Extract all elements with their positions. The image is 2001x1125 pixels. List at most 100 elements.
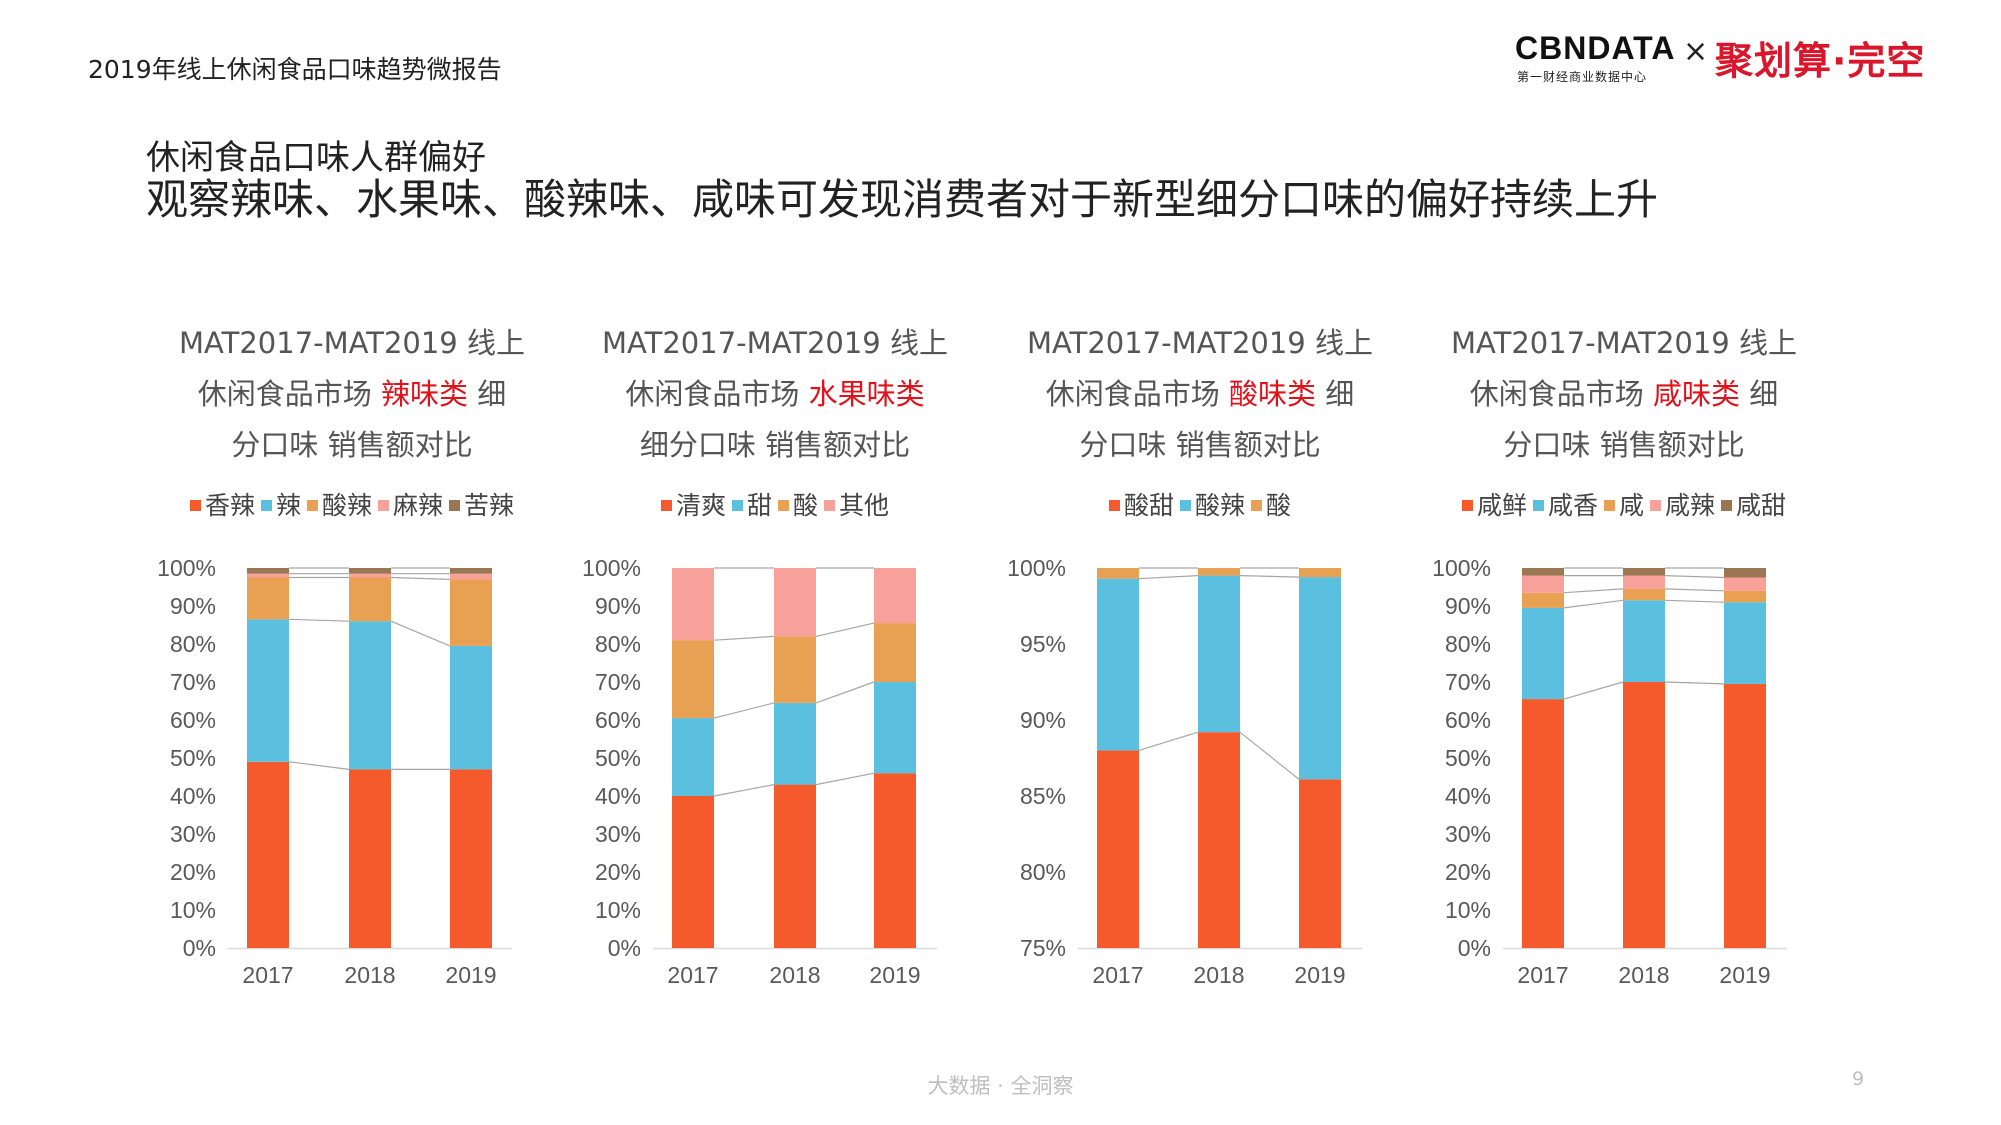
bar-segment bbox=[774, 636, 816, 703]
legend-label: 麻辣 bbox=[393, 491, 444, 520]
chart-3-plot: 75% 80% 85% 90% 95% 100% 2017 2018 2019 bbox=[1007, 555, 1362, 988]
legend-swatch bbox=[1650, 499, 1661, 511]
y-tick-label: 20% bbox=[595, 859, 641, 885]
series-connector-line bbox=[1664, 599, 1725, 603]
legend-label: 酸辣 bbox=[321, 491, 372, 520]
bar-segment bbox=[1522, 568, 1564, 576]
bar-segment bbox=[349, 769, 391, 948]
y-tick-label: 70% bbox=[170, 669, 216, 695]
legend-label: 香辣 bbox=[204, 491, 255, 520]
series-connector-line bbox=[1563, 599, 1624, 609]
bar-segment bbox=[349, 568, 391, 574]
legend-item: 酸 bbox=[778, 486, 818, 522]
legend-swatch bbox=[260, 499, 272, 511]
series-connector-line bbox=[1138, 731, 1199, 751]
legend-label: 酸 bbox=[1266, 491, 1292, 520]
y-tick-label: 10% bbox=[595, 897, 641, 923]
cbndata-logo: CBNDATA bbox=[1515, 30, 1676, 66]
y-tick-label: 100% bbox=[1432, 555, 1491, 581]
bar-segment bbox=[450, 579, 492, 646]
y-tick-label: 60% bbox=[1445, 707, 1491, 733]
legend-label: 酸 bbox=[793, 491, 819, 520]
partner-logo: 聚划算·完空 bbox=[1715, 39, 1926, 83]
bar-segment bbox=[1299, 568, 1341, 578]
bar-segment bbox=[1724, 602, 1766, 684]
chart-title-highlight: 水果味类 bbox=[808, 377, 925, 411]
bar-segment bbox=[1097, 750, 1139, 948]
legend-item: 辣 bbox=[260, 486, 301, 522]
series-connector-line bbox=[390, 620, 451, 647]
bar-segment bbox=[1623, 568, 1665, 576]
x-tick-label: 2018 bbox=[344, 962, 395, 988]
legend-swatch bbox=[731, 499, 743, 511]
bar-segment bbox=[1623, 600, 1665, 682]
series-connector-line bbox=[713, 702, 775, 719]
bar-segment bbox=[1198, 732, 1240, 948]
bar-segment bbox=[1097, 568, 1139, 579]
y-tick-label: 100% bbox=[582, 555, 641, 581]
bar-segment bbox=[874, 568, 916, 624]
chart-title-line-1: MAT2017-MAT2019 线上 bbox=[179, 326, 525, 360]
y-tick-label: 20% bbox=[170, 859, 216, 885]
chart-2-plot: 0% 10% 20% 30% 40% 50% 60% 70% 80% 90% 100% 2017 201… bbox=[582, 555, 937, 988]
report-title: 2019年线上休闲食品口味趋势微报告 bbox=[88, 55, 502, 84]
y-tick-label: 90% bbox=[595, 593, 641, 619]
bar-segment bbox=[1724, 683, 1766, 948]
x-tick-label: 2019 bbox=[869, 962, 920, 988]
x-tick-label: 2019 bbox=[445, 962, 496, 988]
chart-4-title: MAT2017-MAT2019 线上 休闲食品市场 咸味类 细 分口味 销售额对… bbox=[1434, 318, 1814, 471]
y-tick-label: 100% bbox=[157, 555, 216, 581]
chart-1-plot: 0% 10% 20% 30% 40% 50% 60% 70% 80% 90% 100% 2017 201… bbox=[157, 555, 512, 988]
y-tick-label: 0% bbox=[183, 935, 216, 961]
headline: 观察辣味、水果味、酸辣味、咸味可发现消费者对于新型细分口味的偏好持续上升 bbox=[146, 175, 1659, 224]
y-tick-label: 30% bbox=[170, 821, 216, 847]
bar-segment bbox=[1623, 588, 1665, 601]
legend-swatch bbox=[1179, 499, 1191, 511]
series-connector-line bbox=[1664, 575, 1725, 579]
legend-swatch bbox=[1461, 499, 1473, 511]
section-title: 休闲食品口味人群偏好 bbox=[146, 138, 486, 178]
chart-4-legend: 咸鲜 咸香咸咸辣 咸甜 bbox=[1414, 486, 1834, 522]
series-connector-line bbox=[1239, 575, 1300, 578]
bar-segment bbox=[1522, 575, 1564, 593]
series-connector-line bbox=[1563, 588, 1624, 594]
y-tick-label: 60% bbox=[595, 707, 641, 733]
y-tick-label: 95% bbox=[1020, 631, 1066, 657]
bar-segment bbox=[450, 568, 492, 574]
bar-segment bbox=[247, 573, 289, 578]
bar-segment bbox=[1299, 577, 1341, 780]
legend-label: 酸辣 bbox=[1194, 491, 1245, 520]
legend-label: 咸甜 bbox=[1736, 491, 1787, 520]
legend-swatch bbox=[306, 499, 318, 511]
legend-item: 酸辣 bbox=[1179, 486, 1245, 522]
bar-segment bbox=[450, 573, 492, 580]
y-tick-label: 50% bbox=[595, 745, 641, 771]
y-tick-label: 85% bbox=[1020, 783, 1066, 809]
chart-1-title: MAT2017-MAT2019 线上 休闲食品市场 辣味类 细 分口味 销售额对… bbox=[162, 318, 542, 471]
bar-segment bbox=[1724, 568, 1766, 578]
y-tick-label: 100% bbox=[1007, 555, 1066, 581]
y-tick-label: 10% bbox=[170, 897, 216, 923]
legend-label: 辣 bbox=[275, 491, 301, 520]
series-connector-line bbox=[713, 784, 775, 797]
series-connector-line bbox=[815, 772, 875, 786]
bar-segment bbox=[774, 568, 816, 637]
x-tick-label: 2018 bbox=[1193, 962, 1244, 988]
brand-separator: × bbox=[1683, 34, 1709, 69]
legend-item: 甜 bbox=[731, 486, 772, 522]
chart-3-legend: 酸甜 酸辣酸 bbox=[990, 486, 1410, 522]
chart-title-line-2: 休闲食品市场 辣味类 细 bbox=[197, 377, 507, 411]
y-tick-label: 40% bbox=[170, 783, 216, 809]
series-connector-line bbox=[815, 622, 875, 637]
y-tick-label: 0% bbox=[608, 935, 641, 961]
legend-item: 咸辣 bbox=[1650, 486, 1715, 522]
chart-title-line-3: 分口味 销售额对比 bbox=[1079, 428, 1321, 462]
legend-item: 清爽 bbox=[660, 486, 726, 522]
legend-item: 咸鲜 bbox=[1461, 486, 1527, 522]
legend-label: 清爽 bbox=[675, 491, 726, 520]
chart-title-line-1: MAT2017-MAT2019 线上 bbox=[1451, 326, 1797, 360]
y-tick-label: 40% bbox=[1445, 783, 1491, 809]
legend-label: 咸鲜 bbox=[1476, 491, 1527, 520]
legend-swatch bbox=[1721, 499, 1733, 511]
